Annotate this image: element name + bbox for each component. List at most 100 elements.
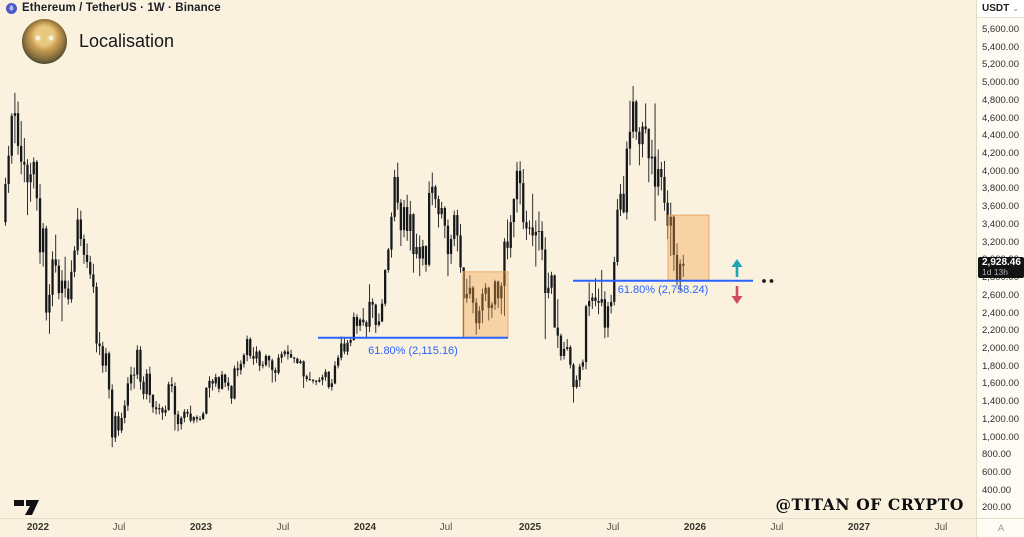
candle-body	[606, 306, 610, 328]
candle-body	[173, 386, 177, 415]
candle-body	[283, 351, 286, 355]
price-scale-label: 4,800.00	[982, 94, 1019, 106]
candle-body	[431, 186, 434, 193]
candle-body	[424, 246, 428, 265]
candle-body	[399, 202, 402, 231]
candle-body	[647, 129, 650, 159]
candle-body	[305, 376, 308, 379]
candle-body	[525, 222, 528, 229]
candle-body	[428, 192, 431, 265]
price-scale-label: 3,600.00	[982, 201, 1019, 213]
candle-body	[192, 417, 195, 421]
candle-body	[48, 294, 51, 313]
price-scale-label: 3,800.00	[982, 183, 1019, 195]
candle-body	[493, 281, 497, 305]
candle-body	[569, 347, 572, 365]
chevron-down-icon: ⌄	[1012, 3, 1019, 13]
candle-body	[158, 408, 161, 410]
candle-body	[183, 411, 186, 418]
price-scale-label: 5,000.00	[982, 77, 1019, 89]
candle-body	[289, 354, 293, 358]
candle-body	[129, 374, 133, 384]
candle-body	[274, 370, 277, 373]
candle-body	[189, 413, 192, 421]
candle-body	[180, 418, 183, 425]
supply-demand-zone-2[interactable]	[667, 214, 710, 282]
page-title: Localisation	[79, 31, 175, 51]
candle-body	[252, 356, 255, 359]
price-scale-label: 1,200.00	[982, 413, 1019, 425]
candle-body	[682, 263, 685, 266]
candle-body	[675, 254, 679, 282]
candle-body	[515, 170, 519, 200]
candle-body	[528, 227, 531, 229]
candle-body	[471, 287, 475, 303]
candle-body	[384, 270, 387, 304]
candle-body	[267, 356, 271, 361]
candle-body	[412, 214, 415, 255]
candle-body	[650, 156, 654, 159]
candle-body	[286, 351, 290, 355]
candle-body	[390, 216, 393, 250]
candle-body	[547, 287, 550, 293]
candle-body	[98, 343, 101, 347]
candle-body	[142, 381, 145, 395]
candle-body	[327, 371, 330, 387]
symbol-header[interactable]: Ethereum / TetherUS · 1W · Binance	[6, 2, 221, 14]
price-scale-label: 5,200.00	[982, 59, 1019, 71]
candle-body	[114, 416, 117, 438]
candle-body	[660, 169, 663, 177]
candle-body	[4, 184, 7, 223]
candle-body	[468, 287, 472, 294]
handle-dot[interactable]	[769, 279, 774, 283]
candle-body	[261, 364, 264, 366]
candle-body	[139, 349, 142, 382]
candle-body	[89, 262, 92, 275]
candle-body	[409, 214, 412, 231]
candle-body	[32, 161, 35, 175]
candle-body	[315, 380, 318, 382]
candle-body	[224, 374, 227, 383]
candle-body	[456, 215, 459, 236]
candle-body	[321, 377, 324, 380]
time-axis[interactable]: 2022 Jul 2023 Jul 2024 Jul 2025 Jul 2026 Jul 2027 J…	[0, 518, 976, 537]
avatar[interactable]	[22, 19, 67, 64]
price-axis[interactable]: USDT ⌄ 5,600.00 5,400.00 5,200.00 5,000.00 4…	[976, 0, 1024, 537]
watermark: @TITAN OF CRYPTO	[775, 495, 964, 514]
candle-body	[566, 347, 569, 349]
down-arrow-head-icon	[731, 296, 743, 304]
price-scale-label: 4,200.00	[982, 148, 1019, 160]
candle-body	[635, 101, 638, 132]
candle-body	[537, 231, 541, 232]
time-scale-label-2024: 2024	[353, 522, 377, 533]
candle-body	[421, 246, 424, 259]
candle-body	[318, 379, 321, 382]
candle-body	[35, 161, 38, 199]
candle-body	[126, 383, 129, 406]
eth-symbol-icon	[6, 2, 17, 14]
candle-body	[293, 357, 296, 359]
price-scale-label: 4,400.00	[982, 130, 1019, 142]
candle-body	[591, 297, 594, 301]
price-scale-label: 4,000.00	[982, 165, 1019, 177]
price-scale-label: 2,000.00	[982, 342, 1019, 354]
candle-body	[625, 148, 628, 213]
time-scale-label-2022: 2022	[26, 522, 50, 533]
candle-body	[151, 394, 155, 408]
fib-level-label-2[interactable]: 61.80% (2,758.24)	[617, 284, 709, 296]
candle-body	[657, 169, 660, 187]
fib-level-label-1[interactable]: 61.80% (2,115.16)	[368, 345, 458, 357]
candle-body	[23, 161, 26, 165]
supply-demand-zone-1[interactable]	[462, 271, 509, 339]
time-scale-label-2023: 2023	[189, 522, 213, 533]
candle-body	[478, 310, 481, 324]
tradingview-logo[interactable]	[13, 497, 43, 517]
auto-scale-button[interactable]: A	[997, 523, 1004, 533]
candle-body	[242, 355, 246, 364]
price-scale-label: 2,600.00	[982, 289, 1019, 301]
currency-selector[interactable]: USDT ⌄	[977, 0, 1024, 18]
candle-body	[578, 366, 581, 380]
handle-dot[interactable]	[762, 279, 766, 283]
candle-body	[29, 174, 32, 183]
candlestick-chart[interactable]	[0, 0, 976, 518]
